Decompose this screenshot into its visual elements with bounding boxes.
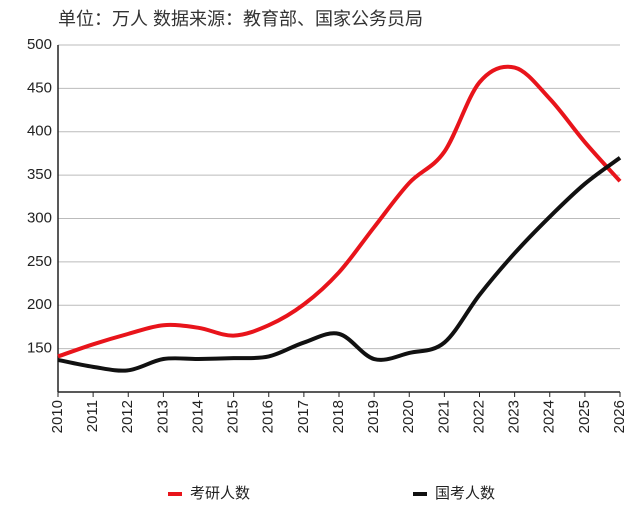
x-tick-label: 2016 (260, 400, 277, 433)
series-line (57, 156, 622, 373)
x-tick-label: 2022 (470, 400, 487, 433)
x-tick-label: 2015 (225, 400, 242, 433)
x-tick-label: 2025 (576, 400, 593, 433)
y-tick-label: 250 (27, 253, 52, 270)
y-tick-label: 300 (27, 209, 52, 226)
y-tick-label: 450 (27, 79, 52, 96)
x-tick-label: 2010 (49, 400, 66, 433)
y-tick-label: 350 (27, 166, 52, 183)
x-tick-label: 2021 (435, 400, 452, 433)
legend-label: 考研人数 (190, 485, 250, 502)
x-tick-label: 2019 (365, 400, 382, 433)
x-tick-label: 2024 (541, 400, 558, 433)
chart-title: 单位：万人 数据来源：教育部、国家公务员局 (58, 9, 423, 29)
x-tick-label: 2014 (189, 400, 206, 433)
y-tick-label: 150 (27, 340, 52, 357)
y-tick-label: 400 (27, 123, 52, 140)
legend-label: 国考人数 (435, 485, 495, 502)
x-tick-label: 2023 (506, 400, 523, 433)
x-tick-label: 2011 (84, 400, 101, 432)
y-tick-label: 200 (27, 296, 52, 313)
x-tick-label: 2026 (611, 400, 628, 433)
series-line (57, 64, 622, 359)
x-tick-label: 2013 (154, 400, 171, 433)
x-tick-label: 2020 (400, 400, 417, 433)
x-tick-label: 2012 (119, 400, 136, 433)
x-tick-label: 2018 (330, 400, 347, 433)
x-tick-label: 2017 (295, 400, 312, 433)
y-tick-label: 500 (27, 36, 52, 53)
